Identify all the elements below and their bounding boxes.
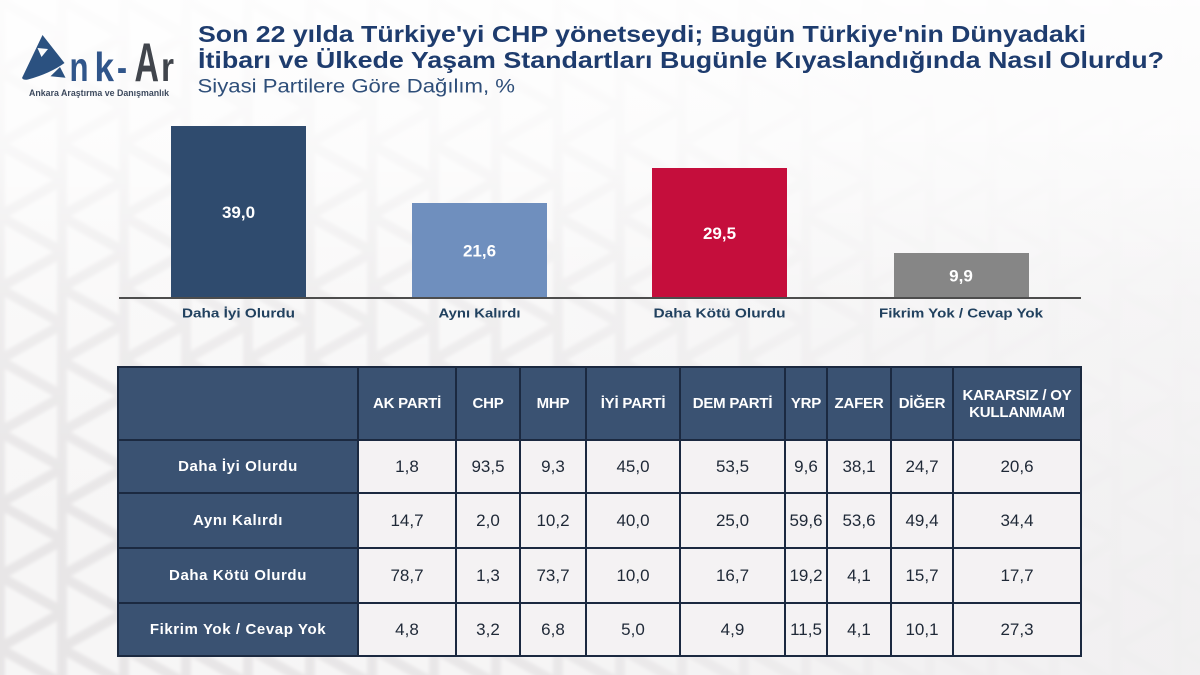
svg-text:n: n [70,44,89,90]
svg-text:r: r [161,44,174,90]
svg-text:İtibarı ve Ülkede Yaşam Standa: İtibarı ve Ülkede Yaşam Standartları Bug… [198,47,1164,73]
svg-text:Ankara Araştırma ve Danışmanlı: Ankara Araştırma ve Danışmanlık [29,88,170,99]
svg-text:29,5: 29,5 [703,224,736,243]
svg-text:A: A [135,31,160,93]
svg-text:Aynı Kalırdı: Aynı Kalırdı [439,306,521,321]
svg-text:Daha İyi Olurdu: Daha İyi Olurdu [182,306,295,321]
svg-text:-: - [117,44,127,90]
svg-text:k: k [95,44,115,90]
svg-text:Siyasi Partilere Göre Dağılım,: Siyasi Partilere Göre Dağılım, % [198,77,516,98]
svg-text:39,0: 39,0 [222,203,255,222]
svg-text:Son 22 yılda Türkiye'yi CHP yö: Son 22 yılda Türkiye'yi CHP yönetseydi; … [198,21,1086,47]
svg-text:9,9: 9,9 [949,267,973,286]
svg-text:21,6: 21,6 [463,242,496,261]
svg-text:Daha Kötü Olurdu: Daha Kötü Olurdu [654,306,786,321]
svg-text:Fikrim Yok / Cevap Yok: Fikrim Yok / Cevap Yok [879,306,1044,321]
